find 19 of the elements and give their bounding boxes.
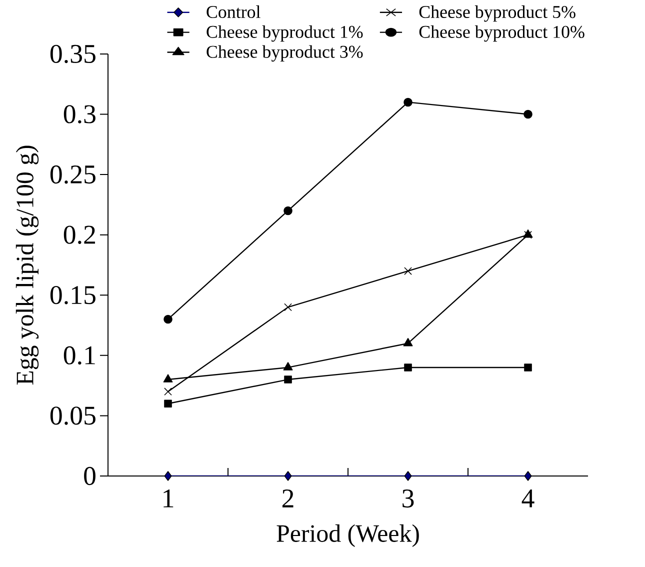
x-tick-label: 3 [402,490,414,508]
legend-label: Cheese byproduct 1% [206,25,363,42]
legend-label: Control [206,5,260,18]
legend-label: Cheese byproduct 5% [419,5,576,22]
x-axis-title: Period (Week) [276,524,419,547]
legend-label: Cheese byproduct 10% [419,25,584,42]
x-tick-label: 2 [282,490,294,508]
y-axis-title: Egg yolk lipid (g/100 g) [16,146,39,385]
y-tick-label: 0.35 [50,44,96,64]
y-tick-label: 0.1 [64,346,95,365]
y-tick-label: 0.15 [50,286,96,304]
y-tick-label: 0.05 [50,406,96,425]
y-tick-label: 0.3 [64,105,96,124]
legend-label: Cheese byproduct 3% [206,45,363,62]
y-tick-label: 0 [84,466,96,486]
y-tick-label: 0.2 [64,226,96,244]
y-tick-label: 0.25 [50,165,96,184]
x-tick-label: 4 [522,490,534,508]
x-tick-label: 1 [164,490,174,508]
